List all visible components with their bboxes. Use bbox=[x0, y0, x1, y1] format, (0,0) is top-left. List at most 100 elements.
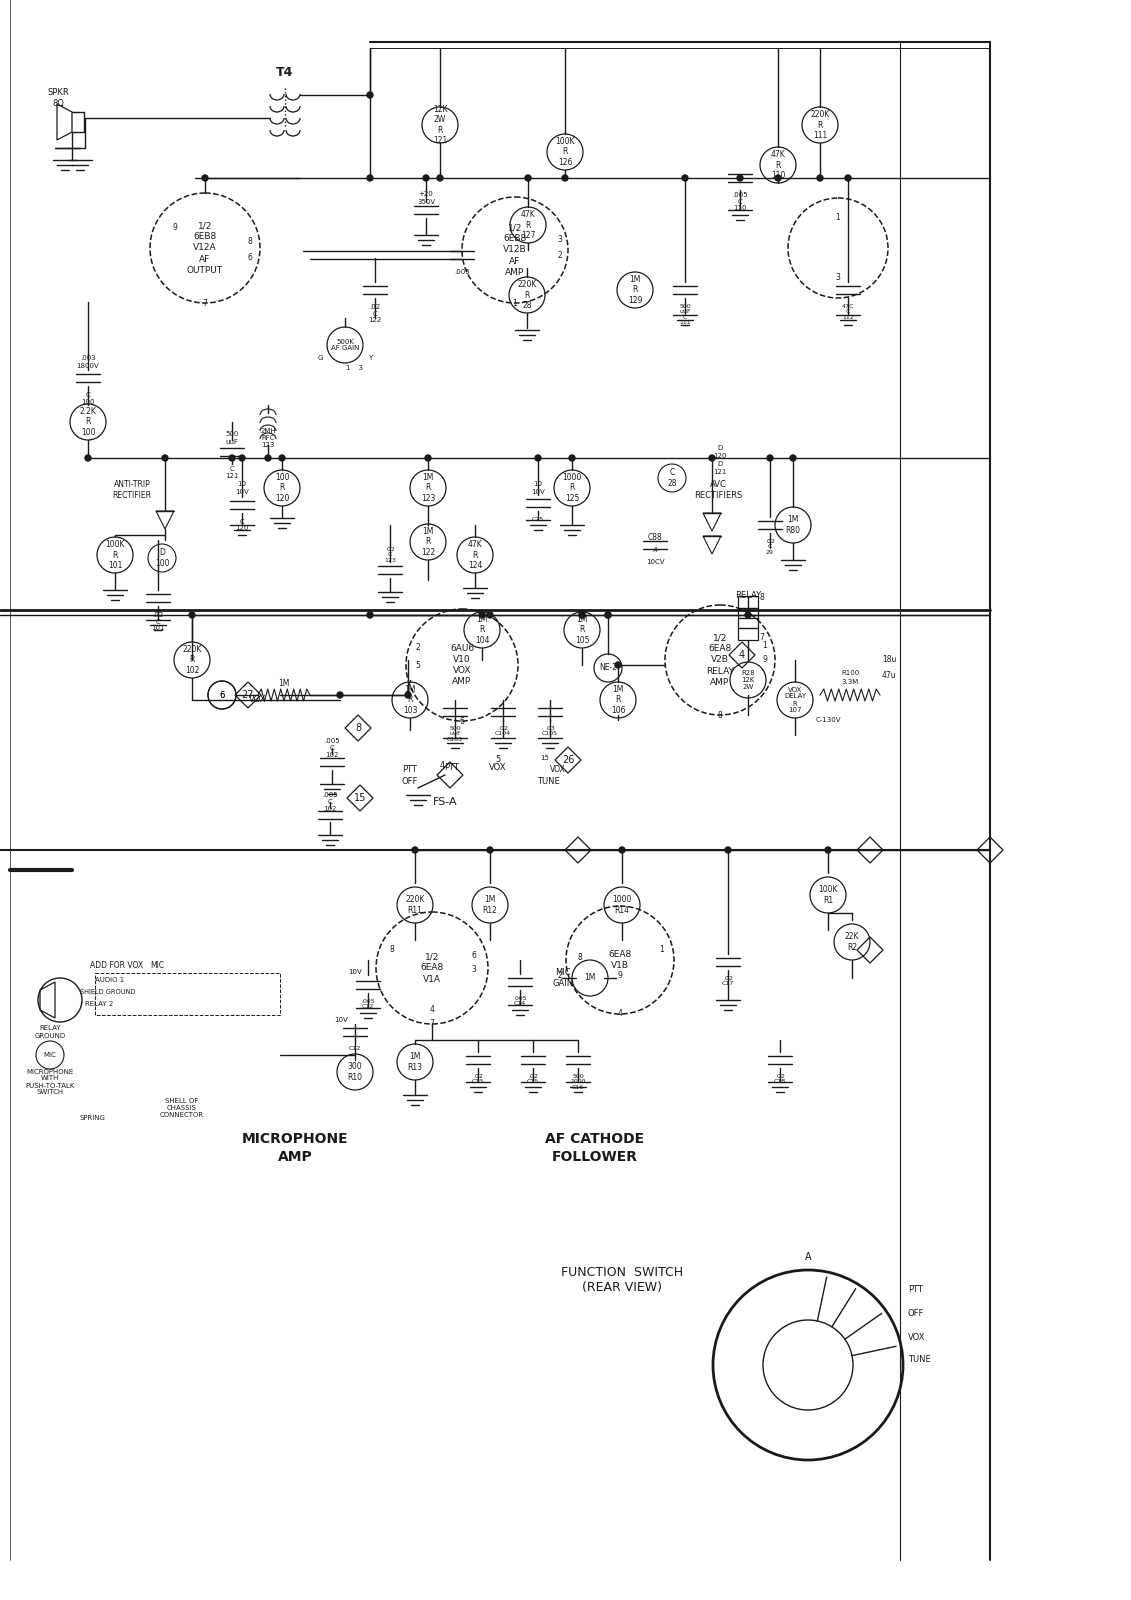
Circle shape bbox=[817, 174, 823, 181]
Text: 8: 8 bbox=[760, 594, 765, 603]
Text: .02
C104: .02 C104 bbox=[495, 726, 511, 736]
Circle shape bbox=[85, 454, 90, 461]
Circle shape bbox=[366, 91, 373, 98]
Circle shape bbox=[480, 611, 485, 618]
Text: MIC
GAIN: MIC GAIN bbox=[552, 968, 573, 987]
Circle shape bbox=[615, 662, 621, 669]
Text: 1M
R
103: 1M R 103 bbox=[403, 685, 417, 715]
Text: PTT: PTT bbox=[444, 763, 459, 773]
Text: VOX: VOX bbox=[908, 1333, 925, 1341]
Text: 1: 1 bbox=[762, 640, 767, 650]
Text: 1/2
6EA8
V1A: 1/2 6EA8 V1A bbox=[421, 952, 443, 984]
Circle shape bbox=[487, 846, 493, 853]
Text: 5: 5 bbox=[495, 755, 501, 765]
Text: 15: 15 bbox=[541, 755, 550, 762]
Text: R28
12K
2W: R28 12K 2W bbox=[741, 670, 754, 690]
Text: RELAY 2: RELAY 2 bbox=[85, 1002, 113, 1006]
Text: 1M
R80: 1M R80 bbox=[786, 515, 801, 534]
Circle shape bbox=[265, 454, 271, 461]
Text: 6AU6
V10
VOX
AMP: 6AU6 V10 VOX AMP bbox=[450, 643, 474, 686]
Text: 300
R10: 300 R10 bbox=[347, 1062, 363, 1082]
Circle shape bbox=[337, 691, 343, 698]
Text: T4: T4 bbox=[276, 66, 294, 78]
Text: 4: 4 bbox=[739, 650, 745, 659]
Text: 7: 7 bbox=[430, 1019, 434, 1029]
Text: 1M
R
106: 1M R 106 bbox=[611, 685, 625, 715]
Text: 100K
R1: 100K R1 bbox=[818, 885, 838, 904]
Bar bbox=[95, 973, 280, 1014]
Circle shape bbox=[725, 846, 731, 853]
Circle shape bbox=[425, 454, 431, 461]
Text: 1000
R14: 1000 R14 bbox=[612, 896, 632, 915]
Circle shape bbox=[845, 174, 851, 181]
Circle shape bbox=[605, 611, 611, 618]
Text: PTT: PTT bbox=[403, 765, 417, 774]
Circle shape bbox=[605, 611, 611, 618]
Text: 1M: 1M bbox=[278, 678, 290, 688]
Circle shape bbox=[162, 454, 169, 461]
Text: C
100: C 100 bbox=[81, 392, 95, 405]
Text: C12: C12 bbox=[348, 1046, 361, 1051]
Text: SHIELD GROUND: SHIELD GROUND bbox=[80, 989, 136, 995]
Text: FS-A: FS-A bbox=[433, 797, 457, 806]
Text: 10V: 10V bbox=[335, 1018, 348, 1022]
Text: 3: 3 bbox=[472, 965, 476, 974]
Text: 10CV: 10CV bbox=[646, 558, 664, 565]
Text: FUNCTION  SWITCH: FUNCTION SWITCH bbox=[561, 1266, 683, 1278]
Polygon shape bbox=[703, 514, 720, 531]
Circle shape bbox=[709, 454, 715, 461]
Text: 500
uuF
C
111: 500 uuF C 111 bbox=[680, 304, 691, 325]
Text: G: G bbox=[318, 355, 322, 362]
Circle shape bbox=[412, 846, 418, 853]
Text: 1/2
6EB8
V12B
AF
AMP: 1/2 6EB8 V12B AF AMP bbox=[503, 224, 527, 277]
Bar bbox=[739, 595, 758, 640]
Text: 3: 3 bbox=[558, 235, 562, 245]
Circle shape bbox=[228, 454, 235, 461]
Text: 2: 2 bbox=[558, 971, 562, 979]
Text: 6EA8
V1B: 6EA8 V1B bbox=[608, 950, 631, 970]
Text: 4: 4 bbox=[430, 1005, 434, 1014]
Text: 1M
R
122: 1M R 122 bbox=[421, 526, 435, 557]
Text: 8: 8 bbox=[718, 710, 723, 720]
Text: AF CATHODE
FOLLOWER: AF CATHODE FOLLOWER bbox=[545, 1133, 645, 1163]
Text: ADD FOR VOX: ADD FOR VOX bbox=[90, 960, 144, 970]
Circle shape bbox=[279, 454, 285, 461]
Text: 8: 8 bbox=[578, 954, 582, 963]
Text: 1: 1 bbox=[512, 299, 517, 307]
Circle shape bbox=[789, 454, 796, 461]
Text: VOX: VOX bbox=[550, 765, 566, 774]
Text: R100: R100 bbox=[840, 670, 860, 675]
Text: 500
uuF: 500 uuF bbox=[225, 432, 239, 445]
Text: OFF: OFF bbox=[908, 1309, 924, 1317]
Text: 1M
R
129: 1M R 129 bbox=[628, 275, 642, 306]
Text: 2: 2 bbox=[415, 643, 421, 653]
Text: 1M
R
105: 1M R 105 bbox=[575, 614, 589, 645]
Text: D
120: D 120 bbox=[714, 445, 727, 459]
Text: 1M
R12: 1M R12 bbox=[483, 896, 498, 915]
Text: C88: C88 bbox=[648, 533, 663, 542]
Circle shape bbox=[579, 611, 585, 618]
Text: C25: C25 bbox=[532, 517, 544, 522]
Text: C
120: C 120 bbox=[235, 518, 249, 531]
Circle shape bbox=[525, 174, 530, 181]
Text: .02
C13: .02 C13 bbox=[472, 1074, 484, 1085]
Text: C
28: C 28 bbox=[667, 469, 676, 488]
Text: 18u: 18u bbox=[882, 656, 897, 664]
Text: 8: 8 bbox=[248, 237, 252, 246]
Text: 9: 9 bbox=[762, 656, 768, 664]
Text: 1M: 1M bbox=[585, 973, 596, 982]
Text: 100K
R
101: 100K R 101 bbox=[105, 541, 124, 570]
Text: 1M
R13: 1M R13 bbox=[407, 1053, 423, 1072]
Text: 500
1000
C16: 500 1000 C16 bbox=[570, 1074, 586, 1090]
Text: 2: 2 bbox=[558, 251, 562, 261]
Text: OFF: OFF bbox=[402, 778, 418, 787]
Text: VOX: VOX bbox=[490, 763, 507, 773]
Text: 7: 7 bbox=[202, 299, 207, 307]
Text: .02
C17: .02 C17 bbox=[722, 976, 734, 986]
Text: NE-2: NE-2 bbox=[599, 664, 618, 672]
Text: 6: 6 bbox=[219, 691, 225, 699]
Circle shape bbox=[366, 174, 373, 181]
Text: 9: 9 bbox=[173, 224, 178, 232]
Text: 1M
R
123: 1M R 123 bbox=[421, 474, 435, 502]
Text: RELAY: RELAY bbox=[735, 590, 761, 600]
